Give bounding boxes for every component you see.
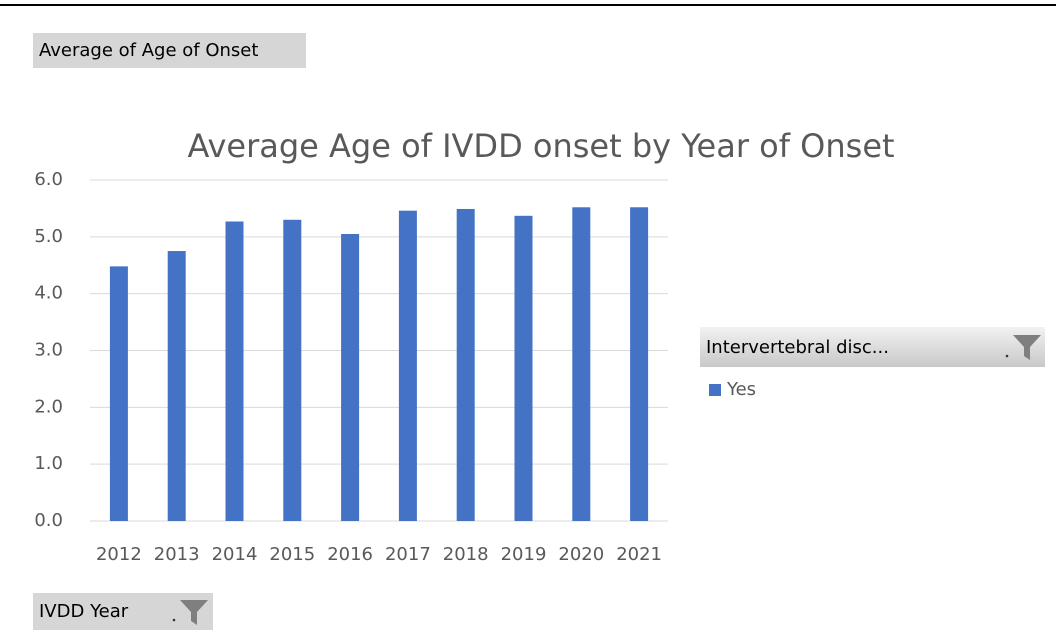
bar: [514, 215, 533, 521]
bar: [341, 233, 360, 521]
bar: [398, 210, 417, 521]
y-tick-label: 6.0: [34, 169, 63, 190]
x-tick-label: 2017: [385, 544, 431, 565]
y-tick-label: 1.0: [34, 453, 63, 474]
filter-icon[interactable]: [1013, 335, 1041, 360]
dropdown-indicator: [172, 618, 176, 622]
x-tick-label: 2012: [96, 544, 142, 565]
chart-title: Average Age of IVDD onset by Year of Ons…: [187, 127, 894, 165]
axis-field-label: IVDD Year: [39, 601, 129, 622]
bar: [283, 219, 302, 522]
y-tick-label: 2.0: [34, 396, 63, 417]
x-tick-label: 2014: [212, 544, 258, 565]
legend-label: Yes: [726, 379, 756, 400]
axis-field-button[interactable]: [33, 593, 213, 630]
bar: [630, 207, 649, 521]
filter-icon[interactable]: [180, 600, 208, 625]
bar: [572, 207, 591, 521]
y-tick-label: 0.0: [34, 510, 63, 531]
legend-swatch: [709, 384, 721, 396]
x-tick-label: 2021: [616, 544, 662, 565]
bar: [456, 208, 475, 522]
value-field-button[interactable]: [33, 33, 306, 68]
bar: [109, 266, 128, 521]
y-tick-label: 3.0: [34, 340, 63, 361]
x-tick-label: 2015: [269, 544, 315, 565]
y-tick-label: 5.0: [34, 226, 63, 247]
legend-field-button[interactable]: [700, 327, 1045, 367]
x-tick-label: 2013: [154, 544, 200, 565]
bar: [167, 251, 186, 521]
x-tick-label: 2019: [501, 544, 547, 565]
y-tick-label: 4.0: [34, 283, 63, 304]
x-tick-label: 2016: [327, 544, 373, 565]
bar: [225, 221, 244, 521]
dropdown-indicator: [1005, 354, 1009, 358]
x-tick-label: 2020: [558, 544, 604, 565]
legend-field-label: Intervertebral disc...: [706, 337, 889, 358]
value-field-label: Average of Age of Onset: [39, 40, 258, 61]
x-tick-label: 2018: [443, 544, 489, 565]
